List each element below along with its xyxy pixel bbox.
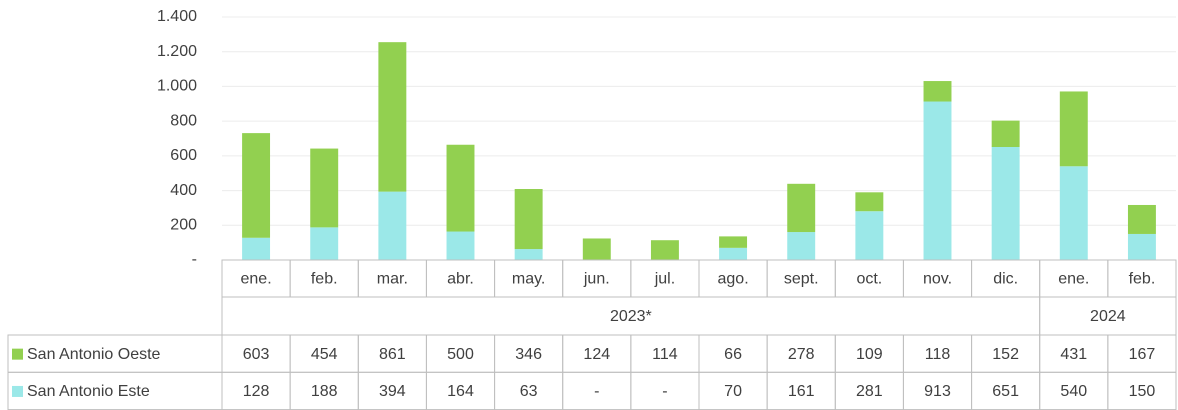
- x-tick-label: may.: [512, 271, 545, 288]
- y-tick-label: 1.000: [157, 78, 197, 95]
- bar-segment: [242, 133, 271, 238]
- x-tick-label: sept.: [784, 271, 819, 288]
- group-label: 2023*: [610, 308, 652, 325]
- table-value: 861: [379, 346, 406, 363]
- y-tick-label: -: [192, 251, 197, 268]
- bar-segment: [719, 236, 748, 248]
- bar-segment: [446, 144, 475, 232]
- table-value: 152: [992, 346, 1019, 363]
- bar-segment: [787, 232, 816, 260]
- bar-segment: [1059, 91, 1088, 167]
- table-value: 188: [311, 383, 338, 400]
- table-value: 913: [924, 383, 951, 400]
- table-value: 167: [1129, 346, 1156, 363]
- table-value: 454: [311, 346, 338, 363]
- bar-segment: [310, 227, 339, 260]
- table-value: 161: [788, 383, 815, 400]
- legend-label: San Antonio Este: [27, 383, 150, 400]
- bar-segment: [991, 147, 1020, 260]
- table-value: 281: [856, 383, 883, 400]
- bar-segment: [855, 192, 884, 212]
- bar-segment: [923, 101, 952, 260]
- y-tick-label: 200: [170, 217, 197, 234]
- y-tick-label: 600: [170, 147, 197, 164]
- table-value: 164: [447, 383, 474, 400]
- bar-segment: [719, 247, 748, 260]
- x-tick-label: ago.: [718, 271, 749, 288]
- table-value: 394: [379, 383, 406, 400]
- bar-segment: [855, 211, 884, 260]
- table-value: 278: [788, 346, 815, 363]
- table-value: 109: [856, 346, 883, 363]
- bar-segment: [650, 240, 679, 260]
- table-value: 66: [724, 346, 742, 363]
- y-tick-label: 1.200: [157, 43, 197, 60]
- table-value: 540: [1060, 383, 1087, 400]
- table-value: 603: [243, 346, 270, 363]
- x-tick-label: feb.: [311, 271, 338, 288]
- bar-segment: [378, 191, 407, 260]
- x-tick-label: nov.: [923, 271, 952, 288]
- x-tick-label: oct.: [856, 271, 882, 288]
- y-tick-label: 400: [170, 182, 197, 199]
- bar-segment: [923, 81, 952, 102]
- table-value: 70: [724, 383, 742, 400]
- table-value: 346: [515, 346, 542, 363]
- bar-segment: [446, 231, 475, 260]
- x-tick-label: mar.: [377, 271, 408, 288]
- bar-segment: [991, 120, 1020, 148]
- bar-segment: [514, 189, 543, 250]
- bar-segment: [310, 148, 339, 228]
- y-tick-label: 1.400: [157, 8, 197, 25]
- x-tick-label: jun.: [583, 271, 610, 288]
- table-value: 114: [652, 346, 678, 363]
- bar-segment: [582, 238, 611, 260]
- table-value: 651: [992, 383, 1019, 400]
- bar-segment: [787, 183, 816, 233]
- table-value: 63: [520, 383, 538, 400]
- table-value: 431: [1060, 346, 1087, 363]
- x-tick-label: dic.: [993, 271, 1018, 288]
- bar-segment: [1127, 233, 1156, 260]
- y-tick-label: 800: [170, 112, 197, 129]
- x-tick-label: abr.: [447, 271, 474, 288]
- legend-swatch: [12, 348, 23, 360]
- bar-segment: [242, 237, 271, 260]
- group-label: 2024: [1090, 308, 1126, 325]
- x-tick-label: feb.: [1129, 271, 1156, 288]
- table-value: 118: [925, 346, 951, 363]
- x-tick-label: ene.: [241, 271, 272, 288]
- table-value: 124: [583, 346, 610, 363]
- table-value: -: [662, 383, 667, 400]
- x-tick-label: jul.: [654, 271, 675, 288]
- bar-segment: [514, 249, 543, 260]
- table-value: 128: [243, 383, 270, 400]
- legend-label: San Antonio Oeste: [27, 346, 161, 363]
- table-value: 150: [1129, 383, 1156, 400]
- legend-swatch: [12, 385, 23, 397]
- bar-segment: [1127, 204, 1156, 234]
- x-tick-label: ene.: [1058, 271, 1089, 288]
- bar-segment: [1059, 166, 1088, 260]
- table-value: -: [594, 383, 599, 400]
- table-value: 500: [447, 346, 474, 363]
- bar-segment: [378, 42, 407, 192]
